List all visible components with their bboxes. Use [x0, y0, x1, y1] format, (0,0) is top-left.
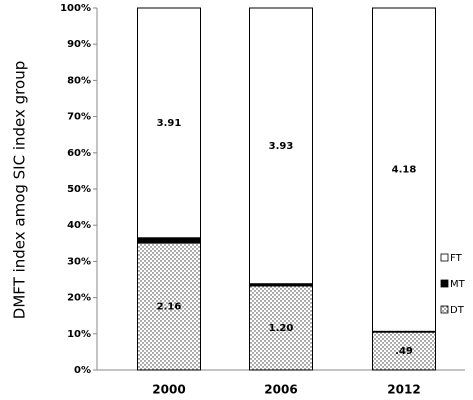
y-tick-label: 0% [74, 365, 91, 376]
data-label: 3.93 [269, 141, 294, 152]
bar-segment [137, 237, 201, 244]
legend-swatch [440, 253, 449, 262]
y-tick-label: 90% [67, 39, 91, 50]
bar-segment [249, 285, 313, 371]
data-label: .49 [395, 346, 413, 357]
legend-label: MT [450, 279, 466, 290]
data-label: 3.91 [157, 118, 182, 129]
legend-swatch [440, 305, 449, 314]
bar-segment [372, 7, 436, 332]
y-tick-label: 40% [67, 220, 91, 231]
y-tick-label: 80% [67, 75, 91, 86]
y-axis-label: DMFT index amog SIC index group [11, 61, 29, 319]
y-tick-label: 10% [67, 329, 91, 340]
y-tick-label: 20% [67, 293, 91, 304]
bar-segment [137, 242, 201, 371]
data-label: 1.20 [269, 323, 294, 334]
y-tick-label: 30% [67, 256, 91, 267]
x-tick-label: 2000 [152, 383, 185, 397]
bar-segment [137, 7, 201, 239]
x-tick-label: 2012 [387, 383, 420, 397]
bar-segment [249, 7, 313, 285]
y-tick-label: 100% [60, 3, 91, 14]
legend-label: FT [450, 253, 463, 264]
x-tick-label: 2006 [264, 383, 297, 397]
legend-swatch [440, 279, 449, 288]
legend-label: DT [450, 305, 465, 316]
y-tick-label: 50% [67, 184, 91, 195]
data-label: 4.18 [392, 165, 417, 176]
y-tick-label: 60% [67, 148, 91, 159]
data-label: 2.16 [157, 302, 182, 313]
y-tick-label: 70% [67, 112, 91, 123]
